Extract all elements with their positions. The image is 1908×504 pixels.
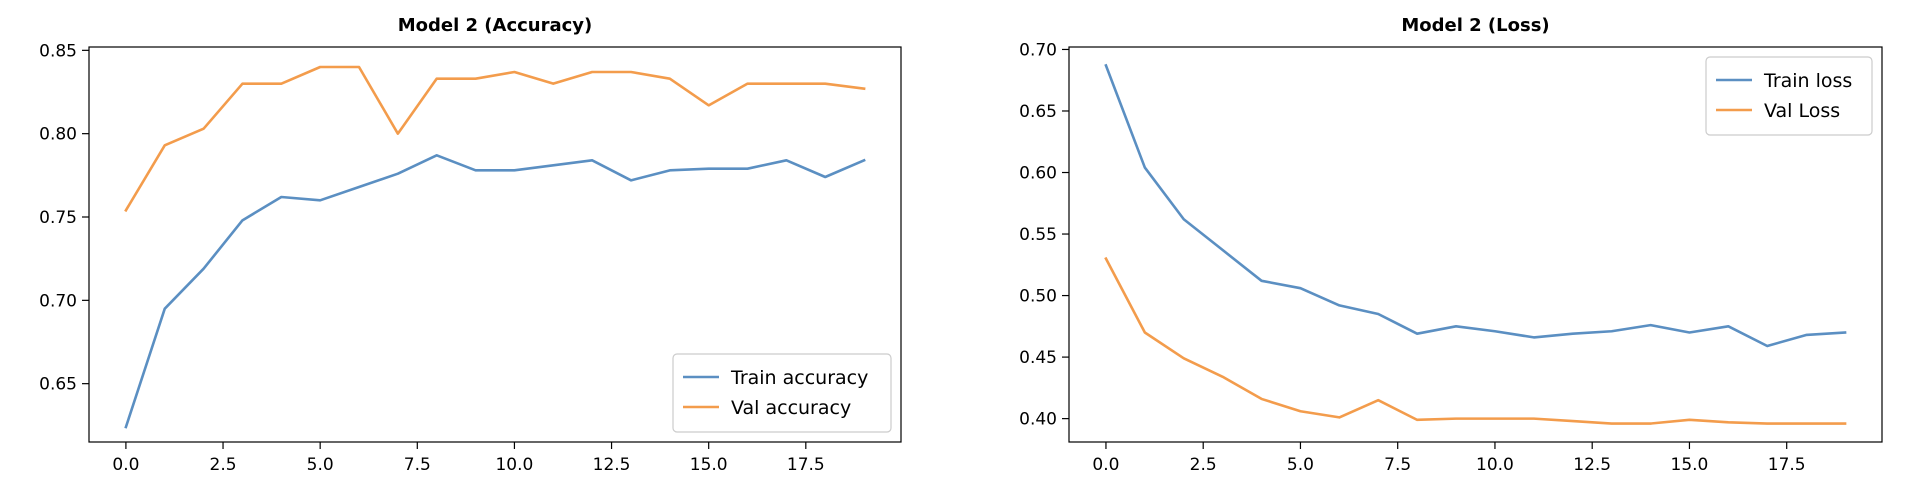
loss-legend-box: [1705, 56, 1873, 136]
loss-x-tick-label: 17.5: [1768, 455, 1806, 475]
series-line-train-loss: [1104, 63, 1847, 348]
loss-chart-title: Model 2 (Loss): [1401, 15, 1549, 36]
accuracy-x-tick-label: 2.5: [210, 455, 237, 475]
accuracy-x-tick-label: 17.5: [787, 455, 825, 475]
loss-y-tick-label: 0.60: [1019, 164, 1057, 184]
loss-y-tick-label: 0.65: [1019, 102, 1057, 122]
accuracy-y-tick-label: 0.75: [39, 208, 77, 228]
loss-x-tick-label: 12.5: [1573, 455, 1611, 475]
loss-x-tick-label: 2.5: [1190, 455, 1217, 475]
loss-y-tick-label: 0.55: [1019, 225, 1057, 245]
loss-chart: Model 2 (Loss) 0.0 2.5 5.0 7.5 10.0 12.5 15.0 1…: [1019, 15, 1883, 475]
loss-x-tick-label: 15.0: [1671, 455, 1709, 475]
accuracy-y-tick-label: 0.65: [39, 375, 77, 395]
accuracy-y-tick-label: 0.85: [39, 41, 77, 61]
accuracy-x-tick-label: 7.5: [404, 455, 431, 475]
loss-y-tick-label: 0.40: [1019, 410, 1057, 430]
accuracy-chart-title: Model 2 (Accuracy): [398, 15, 593, 36]
loss-y-tick-label: 0.70: [1019, 40, 1057, 60]
accuracy-y-ticks: 0.65 0.70 0.75 0.80 0.85: [39, 41, 89, 395]
loss-x-tick-label: 0.0: [1092, 455, 1119, 475]
accuracy-y-tick-label: 0.80: [39, 125, 77, 145]
accuracy-chart: Model 2 (Accuracy) 0.0 2.5 5.0 7.5 10.0 12.5 1…: [39, 15, 902, 475]
loss-legend: Train loss Val Loss: [1705, 56, 1873, 136]
accuracy-x-tick-label: 12.5: [593, 455, 631, 475]
accuracy-plot-layer: [124, 65, 866, 429]
accuracy-x-tick-label: 10.0: [495, 455, 533, 475]
loss-x-tick-label: 5.0: [1287, 455, 1314, 475]
loss-x-tick-label: 7.5: [1384, 455, 1411, 475]
accuracy-legend: Train accuracy Val accuracy: [672, 353, 892, 433]
loss-x-tick-label: 10.0: [1476, 455, 1514, 475]
loss-y-ticks: 0.40 0.45 0.50 0.55 0.60 0.65 0.70: [1019, 40, 1069, 430]
series-line-val-loss: [1104, 256, 1847, 425]
loss-axes-frame: [1068, 46, 1883, 443]
accuracy-x-tick-label: 15.0: [690, 455, 728, 475]
accuracy-y-tick-label: 0.70: [39, 291, 77, 311]
accuracy-x-tick-label: 5.0: [307, 455, 334, 475]
loss-plot-layer: [1104, 63, 1847, 425]
series-line-train-accuracy: [124, 154, 866, 429]
loss-y-tick-label: 0.45: [1019, 348, 1057, 368]
accuracy-axes-frame: [88, 46, 902, 443]
series-line-val-accuracy: [124, 65, 866, 213]
loss-x-ticks: 0.0 2.5 5.0 7.5 10.0 12.5 15.0 17.5: [1092, 442, 1806, 475]
accuracy-x-ticks: 0.0 2.5 5.0 7.5 10.0 12.5 15.0 17.5: [112, 442, 825, 475]
accuracy-x-tick-label: 0.0: [112, 455, 139, 475]
legend-label-train-loss: Train loss: [1763, 70, 1852, 92]
loss-y-tick-label: 0.50: [1019, 287, 1057, 307]
accuracy-legend-box: [672, 353, 892, 433]
legend-label-val-accuracy: Val accuracy: [731, 397, 851, 419]
legend-label-val-loss: Val Loss: [1764, 100, 1840, 122]
legend-label-train-accuracy: Train accuracy: [730, 367, 868, 389]
